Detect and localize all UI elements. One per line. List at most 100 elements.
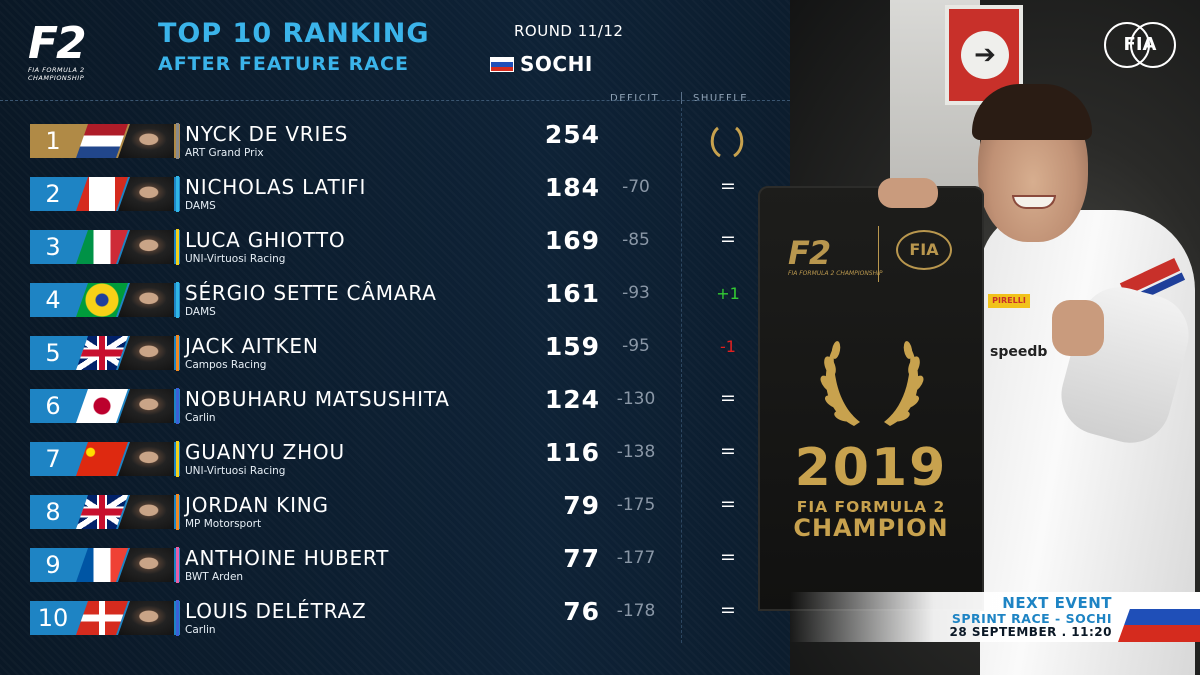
driver-hair: [972, 84, 1092, 140]
ranking-row: 1 NYCK DE VRIES ART Grand Prix 254: [0, 120, 790, 170]
next-event-banner: NEXT EVENT SPRINT RACE - SOCHI 28 SEPTEM…: [790, 592, 1200, 642]
team-name: UNI-Virtuosi Racing: [185, 465, 286, 477]
team-name: Campos Racing: [185, 359, 267, 371]
points-value: 184: [544, 173, 600, 202]
next-event-datetime: 28 SEPTEMBER . 11:20: [949, 625, 1112, 639]
team-name: Carlin: [185, 624, 216, 636]
driver-hand: [878, 178, 938, 208]
position-number: 1: [45, 127, 61, 155]
team-name: MP Motorsport: [185, 518, 262, 530]
pirelli-patch: PIRELLI: [988, 294, 1030, 308]
team-color-bar: [176, 388, 179, 424]
team-color-bar: [176, 335, 179, 371]
position-number: 3: [45, 233, 61, 261]
ranking-row: 7 GUANYU ZHOU UNI-Virtuosi Racing 116 -138 =: [0, 438, 790, 488]
shuffle-value: +1: [716, 284, 740, 303]
ranking-row: 6 NOBUHARU MATSUSHITA Carlin 124 -130 =: [0, 385, 790, 435]
page-title: TOP 10 RANKING: [158, 18, 430, 49]
deficit-value: -138: [616, 442, 656, 462]
round-label: ROUND 11/12: [514, 22, 624, 40]
driver-name: LOUIS DELÉTRAZ: [185, 599, 367, 623]
position-number: 2: [45, 180, 61, 208]
points-value: 169: [544, 226, 600, 255]
team-name: UNI-Virtuosi Racing: [185, 253, 286, 265]
page-subtitle: AFTER FEATURE RACE: [158, 53, 409, 75]
deficit-value: -175: [616, 495, 656, 515]
team-name: ART Grand Prix: [185, 147, 264, 159]
fia-logo-text: FIA: [1123, 34, 1157, 55]
driver-name: GUANYU ZHOU: [185, 440, 345, 464]
arrow-right-icon: ➔: [961, 31, 1009, 79]
driver-name: LUCA GHIOTTO: [185, 228, 346, 252]
deficit-value: -178: [616, 601, 656, 621]
sponsor-text: speedb: [990, 344, 1048, 360]
shuffle-value: =: [720, 228, 736, 250]
driver-name: JACK AITKEN: [185, 334, 319, 358]
driver-name: NICHOLAS LATIFI: [185, 175, 367, 199]
ranking-row: 9 ANTHOINE HUBERT BWT Arden 77 -177 =: [0, 544, 790, 594]
position-number: 6: [45, 392, 61, 420]
points-value: 254: [544, 120, 600, 149]
board-f2-sub: FIA FORMULA 2 CHAMPIONSHIP: [788, 270, 883, 277]
points-value: 76: [563, 597, 600, 626]
board-f2-logo: F2: [788, 234, 831, 272]
ranking-row: 10 LOUIS DELÉTRAZ Carlin 76 -178 =: [0, 597, 790, 647]
driver-name: ANTHOINE HUBERT: [185, 546, 390, 570]
shuffle-value: -1: [720, 337, 736, 356]
fia-logo: FIA: [1104, 22, 1176, 74]
f2-logo-mark: F2: [28, 18, 87, 69]
team-color-bar: [176, 229, 179, 265]
column-separator: [681, 92, 682, 104]
position-number: 8: [45, 498, 61, 526]
points-value: 161: [544, 279, 600, 308]
team-color-bar: [176, 494, 179, 530]
team-color-bar: [176, 547, 179, 583]
board-title-line2: CHAMPION: [793, 514, 949, 542]
deficit-value: -85: [622, 230, 650, 250]
f2-logo: F2 FIA FORMULA 2 CHAMPIONSHIP: [28, 18, 138, 83]
board-fia-logo: FIA: [896, 230, 952, 270]
team-color-bar: [176, 176, 179, 212]
points-value: 116: [544, 438, 600, 467]
driver-name: SÉRGIO SETTE CÂMARA: [185, 281, 437, 305]
driver-name: NOBUHARU MATSUSHITA: [185, 387, 450, 411]
shuffle-value: =: [720, 493, 736, 515]
deficit-value: -177: [616, 548, 656, 568]
russia-flag-icon: [1118, 592, 1200, 642]
team-color-bar: [176, 441, 179, 477]
column-dash-line: [681, 108, 682, 643]
ranking-row: 2 NICHOLAS LATIFI DAMS 184 -70 =: [0, 173, 790, 223]
deficit-value: -130: [616, 389, 656, 409]
ranking-row: 3 LUCA GHIOTTO UNI-Virtuosi Racing 169 -85 =: [0, 226, 790, 276]
team-name: Carlin: [185, 412, 216, 424]
deficit-value: -70: [622, 177, 650, 197]
points-value: 79: [563, 491, 600, 520]
champion-board: F2 FIA FORMULA 2 CHAMPIONSHIP FIA 2019 F…: [758, 186, 984, 611]
points-value: 159: [544, 332, 600, 361]
board-separator: [878, 226, 879, 282]
driver-name: JORDAN KING: [185, 493, 329, 517]
next-event-heading: NEXT EVENT: [1002, 594, 1112, 612]
russia-flag-icon: [490, 57, 514, 72]
driver-name: NYCK DE VRIES: [185, 122, 349, 146]
deficit-value: -93: [622, 283, 650, 303]
points-value: 124: [544, 385, 600, 414]
team-color-bar: [176, 123, 179, 159]
team-name: BWT Arden: [185, 571, 244, 583]
board-year: 2019: [794, 438, 948, 498]
laurel-wreath-icon: [820, 341, 924, 426]
team-name: DAMS: [185, 306, 216, 318]
laurel-icon: [710, 126, 744, 158]
shuffle-value: =: [720, 440, 736, 462]
board-title-line1: FIA FORMULA 2: [796, 498, 946, 516]
next-event-race: SPRINT RACE - SOCHI: [951, 611, 1112, 626]
shuffle-value: =: [720, 175, 736, 197]
venue-label: SOCHI: [520, 52, 593, 76]
ranking-row: 5 JACK AITKEN Campos Racing 159 -95 -1: [0, 332, 790, 382]
ranking-row: 8 JORDAN KING MP Motorsport 79 -175 =: [0, 491, 790, 541]
team-color-bar: [176, 600, 179, 636]
position-number: 4: [45, 286, 61, 314]
points-value: 77: [563, 544, 600, 573]
shuffle-value: =: [720, 387, 736, 409]
ranking-row: 4 SÉRGIO SETTE CÂMARA DAMS 161 -93 +1: [0, 279, 790, 329]
